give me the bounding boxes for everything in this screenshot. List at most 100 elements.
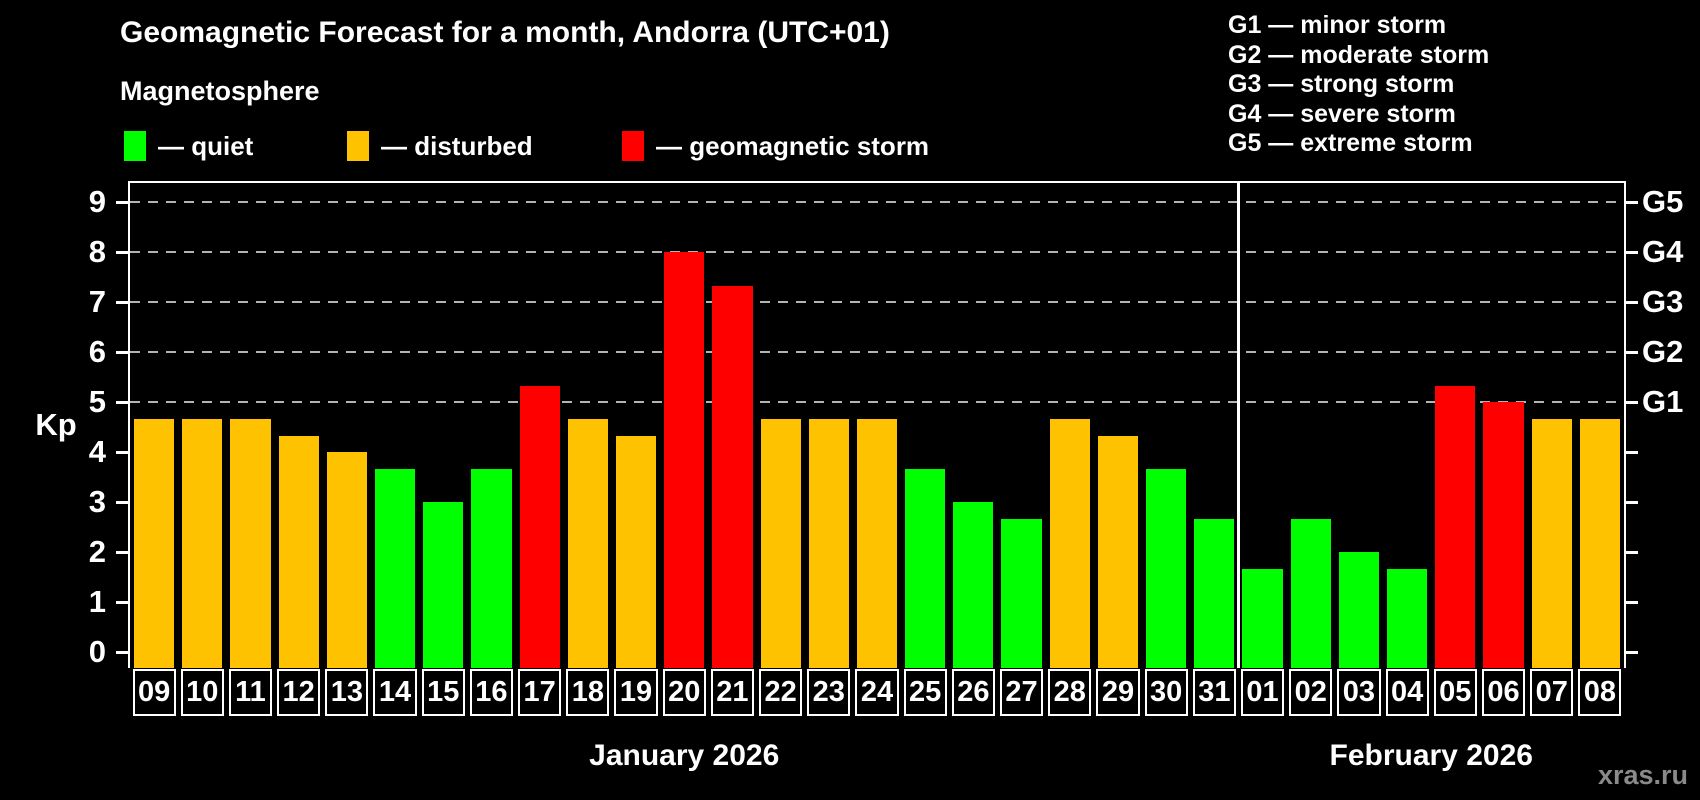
y-tick-0 <box>116 650 130 654</box>
g-legend-line-2: G2 — moderate storm <box>1228 40 1490 69</box>
bar-day-05 <box>1435 385 1476 668</box>
y-tick-2 <box>116 550 130 554</box>
gridline-kp6 <box>130 351 1624 353</box>
day-label-08: 08 <box>1578 669 1622 716</box>
right-tick-9 <box>1624 200 1638 204</box>
disturbed-swatch <box>347 131 369 161</box>
day-label-03: 03 <box>1337 669 1381 716</box>
day-label-06: 06 <box>1481 669 1526 716</box>
right-tick-7 <box>1624 300 1638 304</box>
bar-day-24 <box>856 418 898 668</box>
right-tick-3 <box>1624 500 1638 504</box>
bar-day-27 <box>1001 518 1042 668</box>
bar-day-31 <box>1194 518 1235 668</box>
day-label-19: 19 <box>614 669 658 716</box>
bar-day-03 <box>1338 552 1380 668</box>
bar-day-19 <box>615 435 657 668</box>
day-label-26: 26 <box>951 669 995 716</box>
day-label-28: 28 <box>1048 669 1092 716</box>
legend-label-disturbed: — disturbed <box>381 131 533 161</box>
bar-day-16 <box>471 468 512 668</box>
day-label-27: 27 <box>999 669 1044 716</box>
day-label-02: 02 <box>1289 669 1333 716</box>
day-label-01: 01 <box>1240 669 1285 716</box>
g-legend-line-1: G1 — minor storm <box>1228 11 1447 39</box>
right-tick-4 <box>1624 450 1638 454</box>
right-tick-2 <box>1624 550 1638 554</box>
y-tick-5 <box>116 400 130 404</box>
legend-item-quiet: — quiet <box>124 131 253 161</box>
y-tick-label-9: 9 <box>88 184 106 219</box>
chart-title: Geomagnetic Forecast for a month, Andorr… <box>120 16 890 49</box>
bar-day-20 <box>664 252 705 668</box>
y-tick-4 <box>116 450 130 454</box>
y-tick-label-2: 2 <box>88 534 106 569</box>
day-label-16: 16 <box>469 669 514 716</box>
bar-day-09 <box>134 418 175 668</box>
y-tick-label-8: 8 <box>88 234 106 269</box>
bar-day-10 <box>182 418 223 668</box>
bar-day-15 <box>423 502 464 668</box>
bar-day-17 <box>519 385 560 668</box>
g-legend-line-4: G4 — severe storm <box>1228 99 1456 128</box>
magnetosphere-label: Magnetosphere <box>120 76 320 106</box>
bar-day-08 <box>1579 418 1620 668</box>
day-label-23: 23 <box>807 669 851 716</box>
plot-frame <box>128 181 1626 668</box>
legend-label-quiet: — quiet <box>158 131 254 161</box>
day-label-10: 10 <box>180 669 224 716</box>
g-label-G5: G5 <box>1642 184 1684 219</box>
month-separator-line <box>1236 183 1240 668</box>
day-label-22: 22 <box>759 669 803 716</box>
quiet-swatch <box>124 131 146 161</box>
right-tick-5 <box>1624 400 1638 404</box>
y-tick-label-0: 0 <box>88 634 106 669</box>
legend-item-storm: — geomagnetic storm <box>622 131 929 161</box>
day-label-13: 13 <box>325 669 369 716</box>
bar-day-07 <box>1531 418 1572 668</box>
gridline-kp7 <box>130 301 1624 303</box>
day-label-18: 18 <box>566 669 610 716</box>
bar-day-25 <box>905 468 946 668</box>
y-tick-8 <box>116 250 130 254</box>
bar-day-29 <box>1097 435 1139 668</box>
right-tick-0 <box>1624 650 1638 654</box>
day-label-04: 04 <box>1385 669 1429 716</box>
g-legend-line-3: G3 — strong storm <box>1228 70 1455 99</box>
y-tick-label-4: 4 <box>88 434 106 469</box>
month-label-0: January 2026 <box>589 739 780 772</box>
right-tick-8 <box>1624 250 1638 254</box>
y-tick-1 <box>116 600 130 604</box>
g-label-G3: G3 <box>1642 284 1684 319</box>
gridline-kp5 <box>130 401 1624 403</box>
g-label-G1: G1 <box>1642 384 1684 419</box>
g-legend-line-5: G5 — extreme storm <box>1228 129 1473 158</box>
bar-day-18 <box>567 418 608 668</box>
bar-day-30 <box>1146 468 1187 668</box>
y-tick-label-5: 5 <box>88 384 106 419</box>
y-tick-label-1: 1 <box>88 584 106 619</box>
day-label-12: 12 <box>277 669 321 716</box>
watermark: xras.ru <box>1597 760 1688 790</box>
day-label-31: 31 <box>1192 669 1236 716</box>
y-tick-label-6: 6 <box>88 334 106 369</box>
bar-day-13 <box>326 452 367 668</box>
y-tick-7 <box>116 300 130 304</box>
day-label-09: 09 <box>132 669 176 716</box>
g-label-G2: G2 <box>1642 334 1684 369</box>
day-label-21: 21 <box>710 669 754 716</box>
day-label-29: 29 <box>1096 669 1140 716</box>
right-tick-1 <box>1624 600 1638 604</box>
storm-swatch <box>622 131 644 161</box>
day-label-11: 11 <box>228 669 273 716</box>
bar-day-01 <box>1242 568 1283 668</box>
bar-day-06 <box>1483 402 1524 668</box>
y-tick-label-3: 3 <box>88 484 106 519</box>
day-label-20: 20 <box>662 669 706 716</box>
day-label-17: 17 <box>518 669 562 716</box>
bar-day-23 <box>808 418 849 668</box>
day-label-07: 07 <box>1530 669 1574 716</box>
gridline-kp9 <box>130 201 1624 203</box>
bar-day-14 <box>374 468 416 668</box>
